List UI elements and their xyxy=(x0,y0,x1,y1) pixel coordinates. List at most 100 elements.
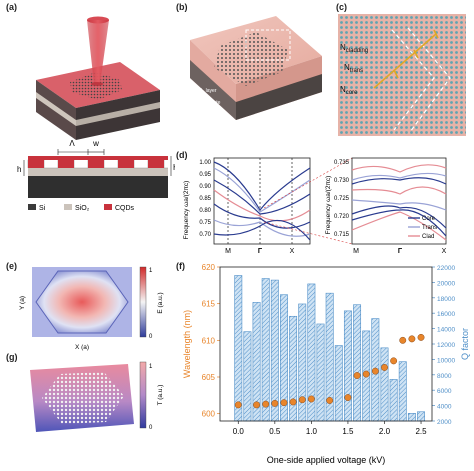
panel-c-illustration: Ncladding Ntrans Ncore xyxy=(338,14,466,136)
wavelength-point xyxy=(307,395,315,403)
q-factor-bar xyxy=(270,279,279,422)
f-ytick-left-label: 610 xyxy=(202,336,216,345)
svg-text:0.70: 0.70 xyxy=(199,232,211,238)
photonic-crystal-hexagon xyxy=(70,72,122,100)
f-ytick-right-label: 6000 xyxy=(437,388,452,395)
legend-si: Si xyxy=(39,205,46,212)
panel-g-transmission-map: 1 0 T (a.u.) xyxy=(30,361,164,432)
q-factor-bar xyxy=(316,323,325,422)
f-xtick-label: 1.5 xyxy=(342,427,354,436)
panel-a-illustration: Λ w h H Si SiO₂ CQDs xyxy=(17,16,175,212)
panel-label-b: (b) xyxy=(176,2,188,12)
g-cbar-label: T (a.u.) xyxy=(157,385,164,406)
h-label: h xyxy=(17,165,21,174)
f-ytick-right-label: 12000 xyxy=(437,342,455,349)
d-right-ylabel: Frequency ωa/(2πc) xyxy=(325,176,332,235)
q-factor-bar xyxy=(261,278,270,422)
d-left-bands xyxy=(213,161,311,241)
q-factor-bar xyxy=(334,345,343,422)
wavelength-point xyxy=(381,364,388,371)
q-factor-bar xyxy=(398,361,407,422)
zoom-box xyxy=(245,29,291,61)
f-ytick-right-label: 16000 xyxy=(437,311,455,318)
f-ytick-right-label: 14000 xyxy=(437,327,455,334)
f-ytick-left-label: 600 xyxy=(202,410,216,419)
g-cbar-min: 0 xyxy=(149,425,153,431)
legend-sio2: SiO₂ xyxy=(75,205,90,212)
legend-cqds: CQDs xyxy=(115,205,135,212)
wavelength-point xyxy=(280,399,288,407)
wavelength-point xyxy=(234,401,242,409)
svg-text:M: M xyxy=(225,248,231,255)
svg-text:Γ: Γ xyxy=(398,248,403,255)
photonic-crystal-hexagon-b xyxy=(214,32,288,86)
wavelength-point xyxy=(390,357,398,365)
q-factor-bar xyxy=(380,347,389,422)
svg-text:X: X xyxy=(442,248,447,255)
d-left-ylabel: Frequency ωa/(2πc) xyxy=(183,181,190,240)
f-xtick-label: 2.5 xyxy=(415,427,427,436)
n-cladding-label: Ncladding xyxy=(340,43,368,54)
e-xlabel: X (a) xyxy=(75,344,89,351)
q-factor-bar xyxy=(407,413,416,422)
wavelength-point xyxy=(399,336,407,344)
svg-text:0.730: 0.730 xyxy=(334,178,350,184)
wavelength-point xyxy=(289,398,297,406)
cross-section xyxy=(23,149,172,198)
d-right-yticks: 0.735 0.730 0.725 0.720 0.715 xyxy=(334,160,350,238)
svg-text:0.85: 0.85 xyxy=(199,196,211,202)
svg-text:Clad: Clad xyxy=(422,234,434,240)
q-factor-bar xyxy=(234,275,243,422)
f-ytick-right-label: 8000 xyxy=(437,373,452,380)
wavelength-point xyxy=(253,401,261,409)
panel-label-d: (d) xyxy=(176,150,188,160)
H-label: H xyxy=(173,163,175,172)
d-legend: Core Trans Clad xyxy=(408,216,437,240)
svg-text:M: M xyxy=(353,248,359,255)
f-ytick-right-label: 22000 xyxy=(437,265,455,272)
g-colorbar xyxy=(139,361,147,429)
d-left-xticks: M Γ X xyxy=(225,248,295,255)
laser-beam xyxy=(87,20,109,84)
f-ytick-right-label: 4000 xyxy=(437,404,452,411)
svg-text:X: X xyxy=(290,248,295,255)
q-factor-bar xyxy=(343,310,352,422)
svg-text:0.80: 0.80 xyxy=(199,208,211,214)
panel-b-illustration: SiO₂ layer Si substrate xyxy=(190,16,322,120)
svg-text:0.95: 0.95 xyxy=(199,172,211,178)
f-ytick-right-label: 20000 xyxy=(437,280,455,287)
panel-f-chart: 0.0 0.5 1.0 1.5 2.0 2.5 600 605 610 615 620 2000 400… xyxy=(182,263,470,465)
f-ylabel-left: Wavelength (nm) xyxy=(182,310,192,378)
e-cbar-min: 0 xyxy=(149,334,153,340)
wavelength-point xyxy=(298,396,306,404)
svg-text:0.725: 0.725 xyxy=(334,196,350,202)
q-factor-bar xyxy=(417,411,425,422)
d-right-xticks: M Γ X xyxy=(353,248,447,255)
f-ytick-right-label: 10000 xyxy=(437,357,455,364)
svg-text:0.720: 0.720 xyxy=(334,214,350,220)
d-left-yticks: 1.00 0.95 0.90 0.85 0.80 0.75 0.70 xyxy=(199,160,211,238)
lambda-label: Λ xyxy=(69,139,75,148)
svg-text:Trans: Trans xyxy=(422,225,437,231)
wavelength-point xyxy=(326,397,334,404)
q-factor-bar xyxy=(243,331,252,422)
field-hexagon xyxy=(35,270,129,334)
g-hexagon xyxy=(42,372,124,424)
svg-text:1.00: 1.00 xyxy=(199,160,211,166)
f-ytick-right-label: 18000 xyxy=(437,296,455,303)
svg-text:Core: Core xyxy=(422,216,436,222)
q-factor-bar xyxy=(298,303,307,422)
wavelength-point xyxy=(271,399,279,407)
svg-text:0.75: 0.75 xyxy=(199,220,211,226)
si-substrate-label: Si substrate xyxy=(194,100,221,106)
q-factor-bar xyxy=(389,379,398,422)
wavelength-point xyxy=(344,394,352,401)
f-xtick-label: 0.0 xyxy=(233,427,245,436)
panel-label-f: (f) xyxy=(176,261,185,271)
f-xtick-label: 1.0 xyxy=(306,427,318,436)
wavelength-point xyxy=(262,400,270,408)
panel-label-c: (c) xyxy=(336,2,347,12)
n-core-label: Ncore xyxy=(340,85,358,96)
f-ylabel-right: Q factor xyxy=(460,328,470,360)
g-cbar-max: 1 xyxy=(149,364,153,370)
